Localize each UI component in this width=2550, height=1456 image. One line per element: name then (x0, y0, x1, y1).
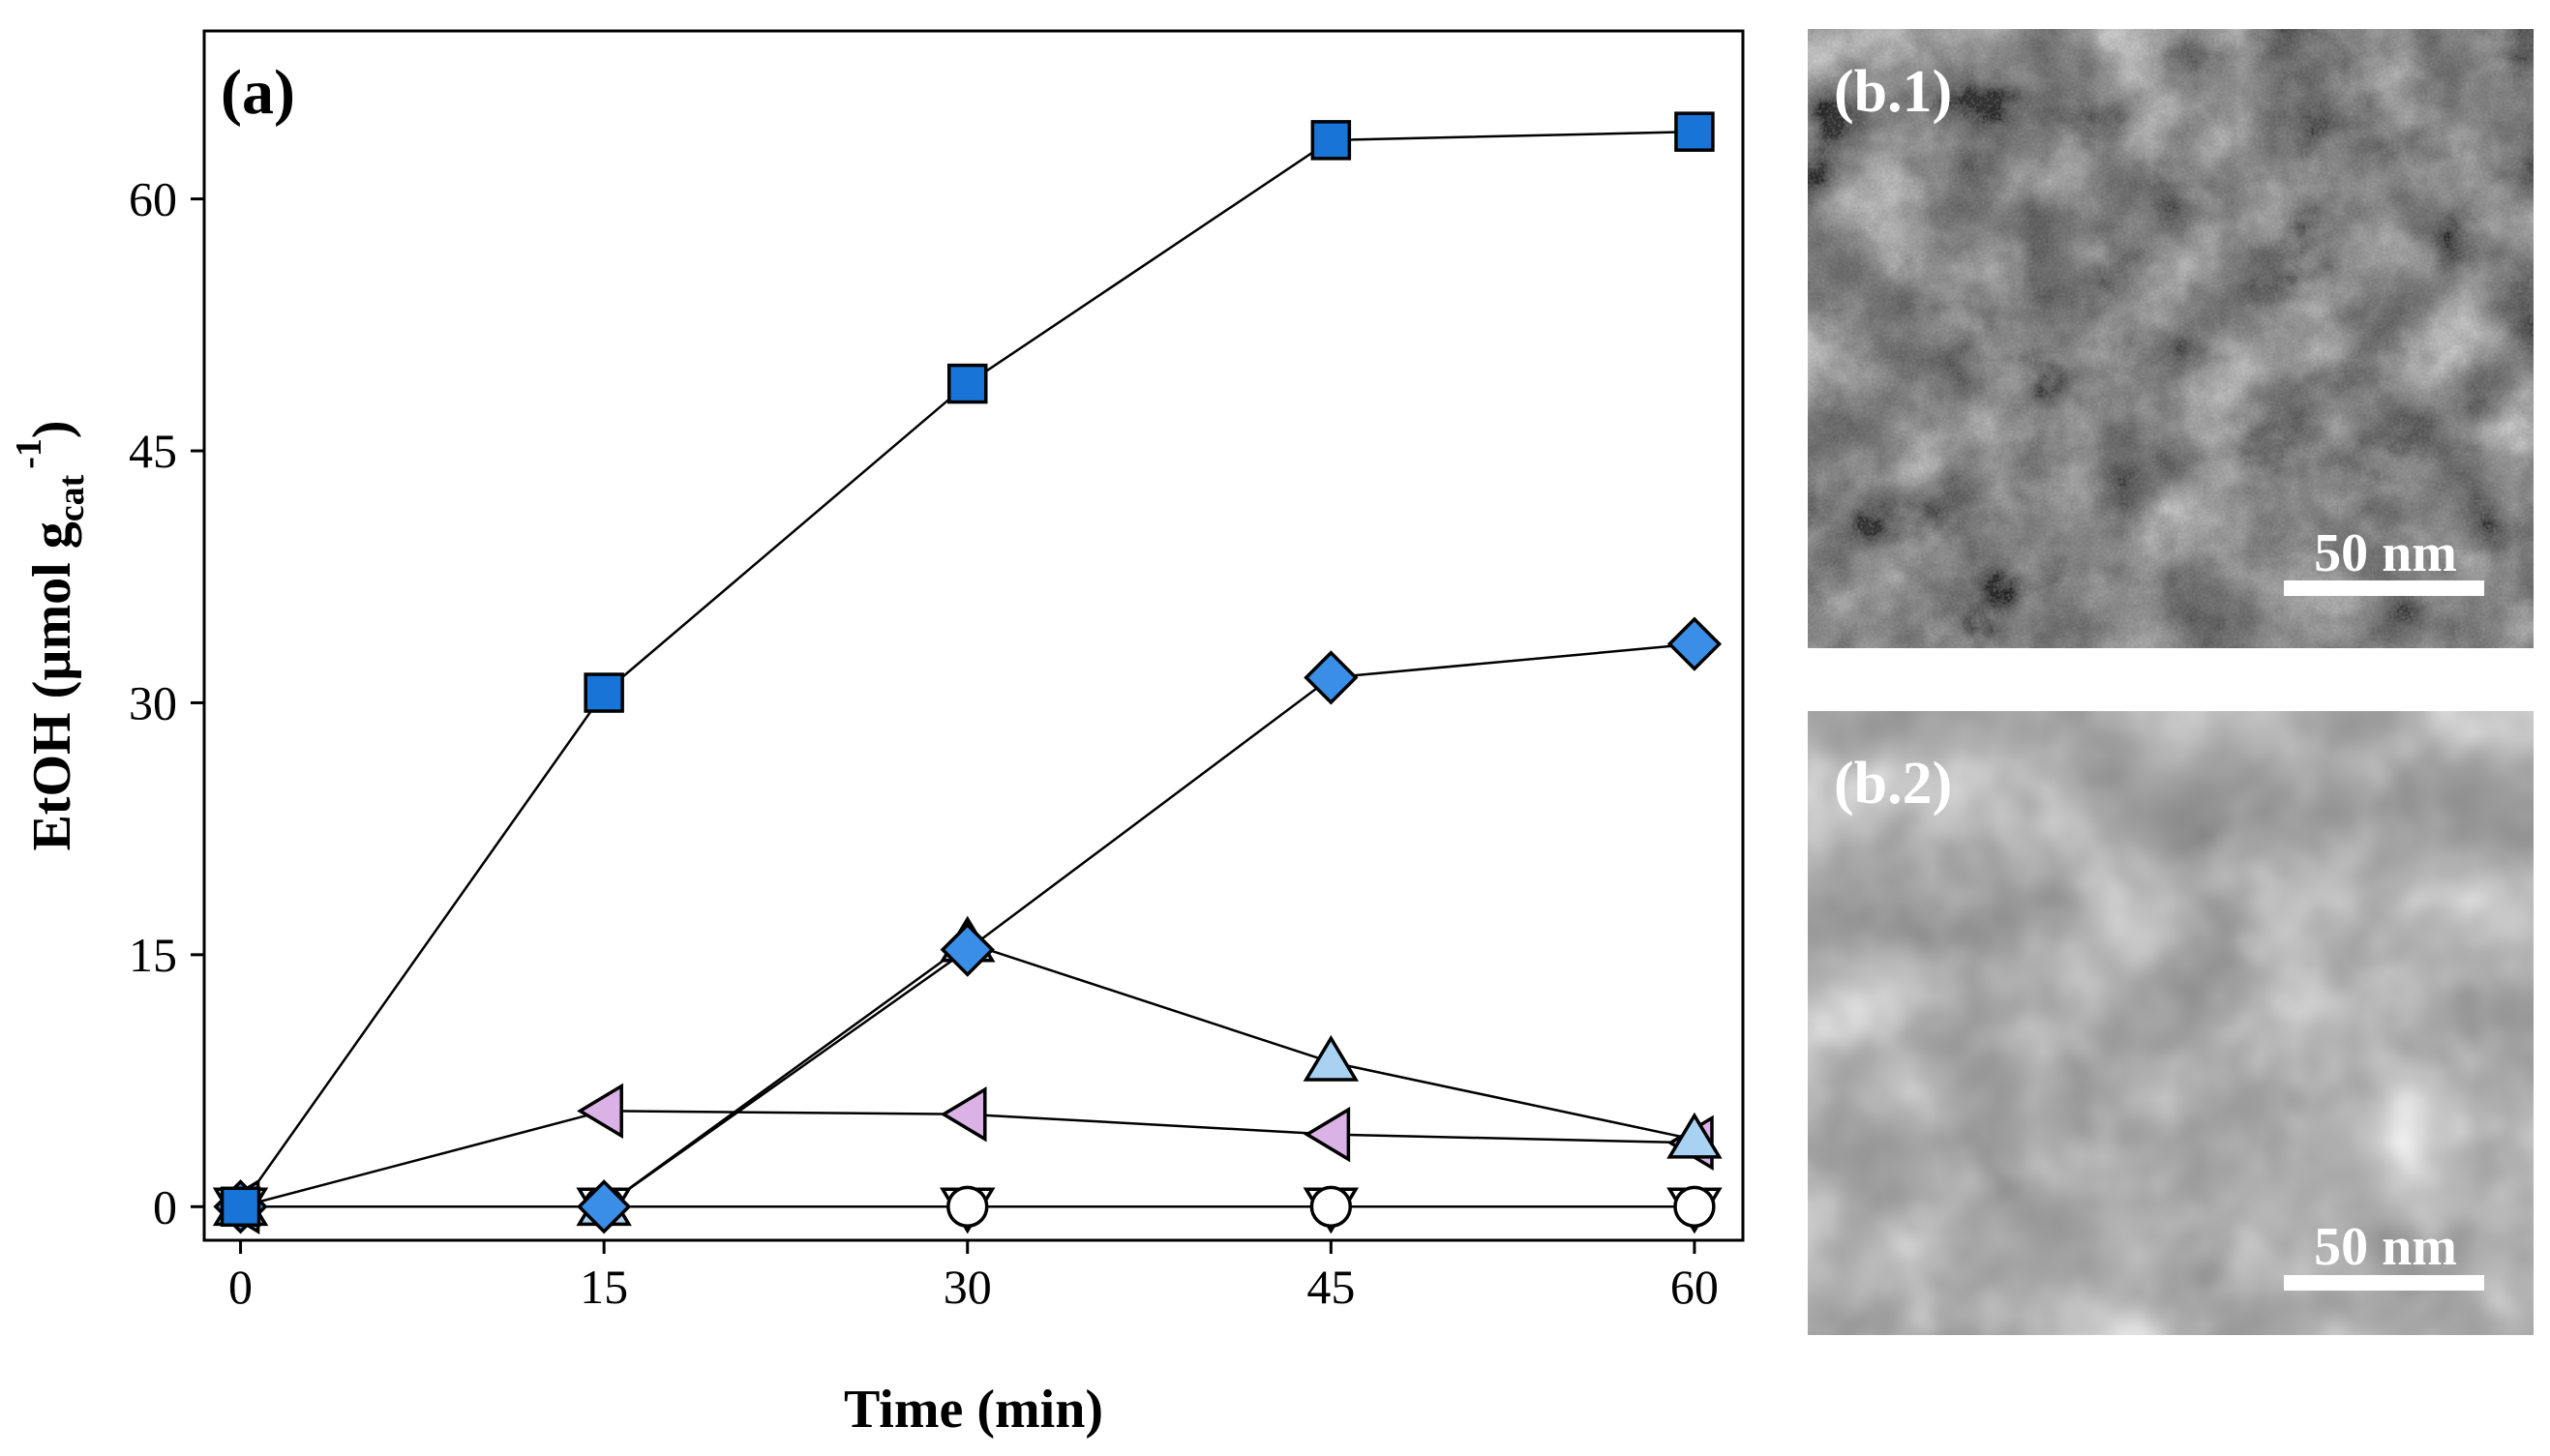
sem-image-b1: (b.1) 50 nm (1808, 29, 2534, 648)
marker-s0-p4 (1674, 111, 1715, 152)
marker-s4-p2 (946, 1185, 989, 1228)
marker-s4-p3 (1309, 1185, 1353, 1228)
series-line-0 (239, 130, 1695, 1207)
scale-bar-label-b2: 50 nm (2314, 1217, 2457, 1277)
marker-s0-p3 (1310, 120, 1352, 161)
marker-s0-p0 (220, 1186, 261, 1228)
scale-bar-b2 (2284, 1275, 2484, 1291)
marker-s0-p1 (584, 672, 624, 713)
series-line-2 (240, 941, 1695, 1208)
sem-image-b2: (b.2) 50 nm (1808, 711, 2534, 1335)
x-tick-label-0: 0 (228, 1260, 253, 1314)
y-axis-ticks: 0 15 30 45 60 (129, 172, 204, 1233)
y-tick-label-3: 45 (129, 424, 177, 478)
sem-texture-b1 (1808, 29, 2534, 648)
y-tick-label-1: 15 (129, 928, 177, 982)
panel-label-b1: (b.1) (1834, 59, 1952, 125)
x-axis-title: Time (min) (844, 1380, 1103, 1440)
sem-texture-b2 (1808, 711, 2534, 1335)
marker-s1-p4 (1666, 616, 1723, 671)
x-tick-label-3: 45 (1306, 1260, 1355, 1314)
marker-s4-p4 (1673, 1185, 1716, 1228)
y-tick-label-2: 30 (129, 675, 177, 729)
x-tick-label-1: 15 (580, 1260, 628, 1314)
marker-s2-p3 (1303, 1034, 1360, 1082)
scale-bar-b1 (2284, 580, 2484, 596)
x-axis-ticks: 0 15 30 45 60 (228, 1240, 1719, 1314)
scale-bar-label-b1: 50 nm (2314, 523, 2457, 583)
x-tick-label-4: 60 (1670, 1260, 1719, 1314)
y-tick-label-4: 60 (129, 172, 177, 226)
series-lines (239, 130, 1695, 1208)
y-tick-label-0: 0 (153, 1179, 177, 1233)
ethanol-time-chart: 0 15 30 45 60 0 15 30 45 60 (a) Time (min) EtOH … (9, 29, 1745, 1440)
panel-label-a: (a) (221, 57, 295, 128)
marker-s1-p3 (1304, 650, 1359, 705)
plot-frame (202, 29, 1745, 1242)
marker-s3-p3 (1304, 1106, 1351, 1163)
marker-s3-p1 (577, 1083, 623, 1140)
series-markers (212, 111, 1723, 1235)
marker-s1-p1 (577, 1179, 632, 1234)
panel-label-b2: (b.2) (1834, 751, 1952, 817)
marker-s1-p2 (940, 922, 995, 977)
marker-s0-p2 (946, 363, 988, 404)
x-tick-label-2: 30 (944, 1260, 992, 1314)
marker-s2-p4 (1666, 1112, 1723, 1159)
y-axis-title: EtOH (µmol gcat-1) (9, 420, 92, 850)
marker-s3-p2 (940, 1086, 987, 1143)
